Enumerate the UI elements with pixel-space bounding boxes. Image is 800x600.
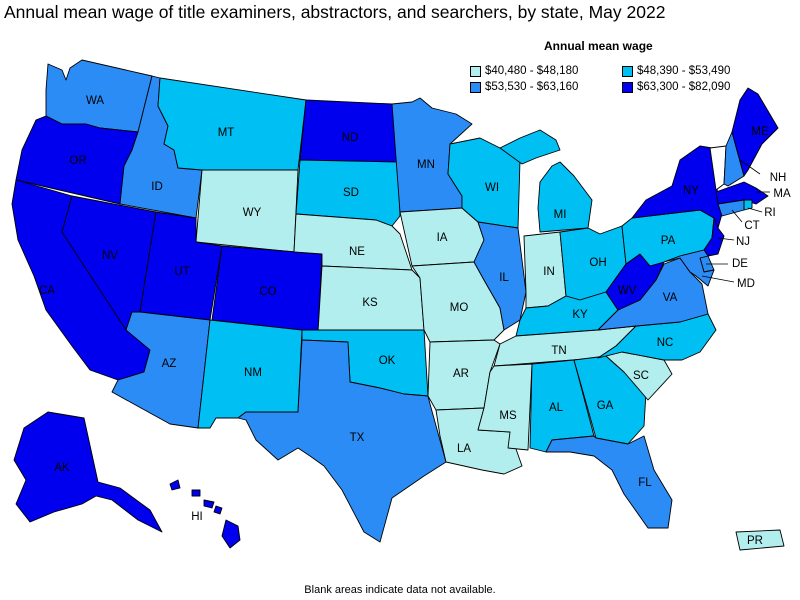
label-ny: NY — [683, 185, 699, 197]
label-ms: MS — [499, 410, 517, 422]
legend-item-bin-2: $48,390 - $53,490 — [622, 64, 730, 78]
label-nm: NM — [244, 367, 262, 379]
label-mt: MT — [218, 127, 235, 139]
footnote: Blank areas indicate data not available. — [304, 584, 496, 596]
state-hi[interactable] — [169, 479, 241, 549]
label-la: LA — [457, 443, 471, 455]
legend-swatch — [622, 81, 633, 93]
state-nd[interactable] — [299, 99, 399, 163]
label-ks: KS — [362, 297, 378, 309]
label-wv: WV — [618, 285, 637, 297]
label-co: CO — [259, 286, 276, 298]
leader-line-ri — [747, 207, 763, 213]
label-wy: WY — [243, 207, 262, 219]
legend-item-bin-3: $53,530 - $63,160 — [470, 80, 578, 94]
label-ma: MA — [773, 188, 791, 200]
label-ia: IA — [437, 232, 448, 244]
label-ct: CT — [744, 220, 759, 232]
label-pr: PR — [747, 535, 763, 547]
legend-swatch — [622, 65, 633, 77]
label-wi: WI — [485, 182, 499, 194]
label-ga: GA — [597, 400, 614, 412]
leader-line-nj — [717, 237, 735, 241]
label-va: VA — [663, 292, 678, 304]
label-oh: OH — [589, 257, 606, 269]
leader-line-md — [701, 275, 735, 283]
label-ca: CA — [39, 285, 55, 297]
state-ct[interactable] — [717, 199, 745, 217]
legend-label: $40,480 - $48,180 — [485, 65, 579, 77]
legend-label: $48,390 - $53,490 — [637, 65, 731, 77]
legend-item-bin-1: $40,480 - $48,180 — [470, 64, 578, 78]
state-me[interactable] — [731, 87, 779, 177]
label-de: DE — [732, 258, 748, 270]
state-ak[interactable] — [13, 411, 163, 533]
label-ky: KY — [572, 309, 588, 321]
legend-title: Annual mean wage — [544, 39, 653, 53]
legend: $40,480 - $48,180 $48,390 - $53,490 $53,… — [470, 64, 790, 98]
label-ut: UT — [174, 266, 189, 278]
label-mi: MI — [554, 209, 567, 221]
label-sd: SD — [343, 187, 359, 199]
label-tx: TX — [350, 432, 365, 444]
state-ms[interactable] — [477, 363, 533, 451]
state-il[interactable] — [473, 221, 527, 331]
label-al: AL — [549, 402, 564, 414]
legend-label: $53,530 - $63,160 — [485, 81, 579, 93]
label-tn: TN — [551, 345, 566, 357]
label-ar: AR — [453, 368, 469, 380]
label-me: ME — [751, 126, 769, 138]
label-nh: NH — [770, 172, 787, 184]
label-fl: FL — [638, 477, 652, 489]
label-or: OR — [69, 155, 86, 167]
state-mt[interactable] — [157, 77, 307, 171]
label-mn: MN — [417, 159, 435, 171]
label-az: AZ — [162, 358, 177, 370]
legend-item-bin-4: $63,300 - $82,090 — [622, 80, 730, 94]
label-ri: RI — [764, 207, 776, 219]
legend-swatch — [470, 65, 481, 77]
label-ak: AK — [54, 462, 70, 474]
label-ne: NE — [349, 246, 365, 258]
label-wa: WA — [86, 95, 104, 107]
label-mo: MO — [450, 302, 469, 314]
state-fl[interactable] — [545, 435, 673, 529]
label-md: MD — [737, 278, 755, 290]
legend-label: $63,300 - $82,090 — [637, 81, 731, 93]
label-il: IL — [499, 272, 509, 284]
label-nv: NV — [102, 250, 118, 262]
label-nd: ND — [342, 132, 359, 144]
label-in: IN — [543, 266, 555, 278]
label-id: ID — [151, 181, 163, 193]
label-ok: OK — [379, 355, 396, 367]
state-md[interactable] — [663, 249, 715, 287]
state-nc[interactable] — [597, 313, 717, 361]
state-nh[interactable] — [723, 131, 745, 187]
state-mi[interactable] — [499, 129, 593, 233]
label-nj: NJ — [736, 236, 750, 248]
leader-line-ct — [731, 209, 743, 223]
label-sc: SC — [633, 370, 649, 382]
leader-line-nh — [739, 159, 761, 175]
label-hi: HI — [191, 511, 203, 523]
legend-swatch — [470, 81, 481, 93]
label-nc: NC — [657, 337, 674, 349]
map-title: Annual mean wage of title examiners, abs… — [4, 2, 666, 22]
state-tx[interactable] — [237, 339, 447, 543]
state-pr[interactable] — [735, 529, 785, 551]
label-pa: PA — [661, 235, 676, 247]
